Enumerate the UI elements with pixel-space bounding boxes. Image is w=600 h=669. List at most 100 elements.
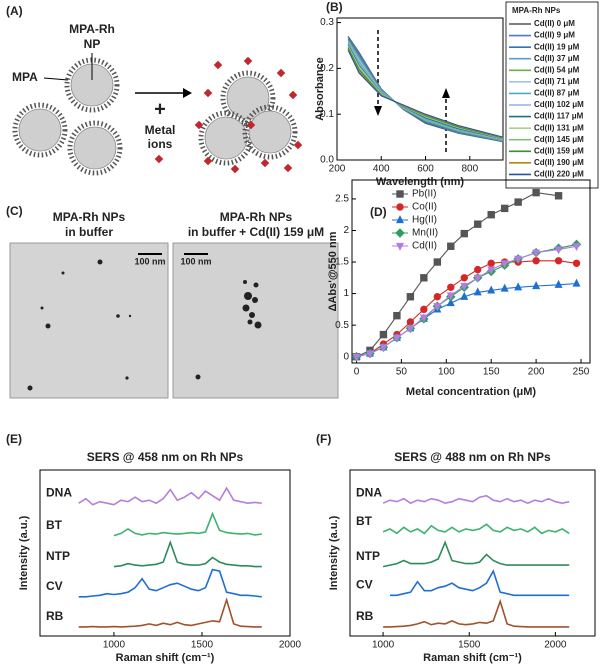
marker [554, 279, 563, 288]
series-line [347, 39, 504, 142]
y-tick-label: 0.2 [320, 63, 334, 74]
marker [500, 260, 509, 269]
legend-label: Cd(II) 131 μM [534, 123, 584, 132]
legend-label: Cd(II) 145 μM [534, 135, 584, 144]
x-tick-label: 250 [573, 367, 590, 378]
legend-label: Cd(II) 220 μM [534, 170, 584, 179]
legend-label: Cd(II) 9 μM [534, 31, 575, 40]
y-tick-label: 2.5 [335, 194, 349, 205]
legend-label: Cd(II) 159 μM [534, 146, 584, 155]
marker [514, 198, 522, 206]
marker [572, 259, 581, 267]
arrow-head [183, 88, 192, 98]
x-axis-label: Wavelength (nm) [376, 176, 465, 188]
marker [392, 334, 401, 343]
metal-label: Metal [145, 123, 176, 137]
chart-title: SERS @ 458 nm on Rh NPs [87, 450, 244, 464]
series-line [347, 43, 504, 140]
panel-label: (B) [326, 0, 343, 14]
marker [379, 330, 388, 339]
panel-c: (C) MPA-Rh NPs in buffer MPA-Rh NPs in b… [6, 204, 339, 399]
image-title: MPA-Rh NPs [220, 210, 293, 224]
marker [396, 190, 404, 198]
series-line [113, 540, 262, 568]
series-line [78, 597, 262, 628]
series-line [347, 40, 504, 141]
trace-label: DNA [46, 485, 72, 499]
series-line [347, 48, 504, 139]
plot-frame [349, 469, 596, 637]
trace-label: DNA [356, 485, 382, 499]
marker [352, 353, 361, 362]
trace-label: BT [356, 514, 373, 528]
nanoparticle [70, 123, 120, 173]
panel-label: (C) [6, 204, 23, 218]
marker [474, 265, 482, 274]
legend-label: Cd(II) 71 μM [534, 77, 580, 86]
marker [572, 243, 581, 252]
x-tick-label: 400 [373, 164, 390, 175]
marker [460, 229, 468, 238]
marker [395, 215, 405, 224]
panel-a: (A) MPA-Rh NP MPA + Metal ions [6, 4, 303, 173]
plot-frame [351, 179, 591, 364]
marker [406, 293, 415, 301]
x-tick-label: 200 [329, 164, 346, 175]
series-line [347, 35, 504, 143]
y-tick-label: 0.0 [320, 155, 334, 166]
trace-label: RB [356, 609, 374, 623]
series-line [78, 568, 262, 598]
legend-label: Cd(II) 19 μM [534, 42, 580, 51]
marker [487, 211, 495, 219]
marker [532, 188, 540, 197]
x-axis-label: Raman shift (cm⁻¹) [423, 652, 522, 664]
y-tick-label: 0 [343, 351, 349, 362]
np-label: NP [84, 37, 101, 51]
x-tick-label: 1500 [458, 640, 481, 651]
marker [395, 242, 405, 251]
legend-label: Cd(II) 190 μM [534, 158, 584, 167]
legend-label: Co(II) [412, 202, 437, 213]
x-tick-label: 1000 [372, 640, 395, 651]
legend-label: Cd(II) 37 μM [534, 54, 580, 63]
scale-bar-label: 100 nm [134, 256, 165, 266]
legend-label: Cd(II) 87 μM [534, 89, 580, 98]
trace-label: CV [356, 577, 373, 591]
legend-box [505, 1, 599, 189]
marker [473, 287, 482, 296]
x-tick-label: 1500 [191, 640, 214, 651]
series-line [382, 494, 570, 505]
marker [473, 274, 482, 283]
marker [554, 257, 563, 265]
marker [500, 204, 509, 213]
plot-frame [336, 17, 504, 161]
x-tick-label: 50 [396, 367, 408, 378]
trace-label: NTP [46, 549, 70, 563]
trace-label: NTP [356, 549, 380, 563]
legend-label: Mn(II) [412, 228, 438, 239]
series-line [347, 38, 504, 142]
y-axis-label: ΔAbs'@550 nm [327, 231, 339, 311]
x-tick-label: 150 [483, 367, 500, 378]
x-tick-label: 1000 [103, 640, 126, 651]
y-tick-label: 2 [343, 225, 349, 236]
series-line [347, 46, 504, 139]
series-line [347, 44, 504, 140]
panel-label: (A) [6, 4, 23, 18]
marker [487, 266, 496, 275]
series-line [347, 49, 504, 138]
series-line [347, 47, 504, 139]
series-line [347, 41, 504, 141]
marker [365, 350, 374, 359]
x-axis-label: Raman shift (cm⁻¹) [116, 652, 215, 664]
marker [532, 249, 541, 258]
y-tick-label: 0.5 [335, 320, 349, 331]
panel-label: (F) [316, 432, 331, 446]
legend-label: Cd(II) 54 μM [534, 65, 580, 74]
image-title: MPA-Rh NPs [53, 210, 126, 224]
series-line [113, 511, 262, 537]
series-line [383, 598, 570, 628]
trace-label: CV [46, 579, 63, 593]
y-tick-label: 1 [343, 288, 349, 299]
